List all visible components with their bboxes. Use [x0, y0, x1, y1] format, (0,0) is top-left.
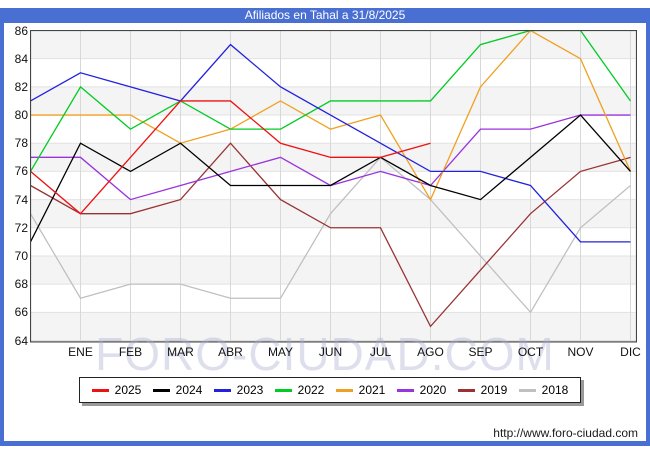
grid-band — [30, 30, 636, 59]
x-tick-label-AGO: AGO — [417, 345, 444, 359]
grid-band — [30, 312, 636, 341]
legend-item-2022: 2022 — [274, 383, 325, 397]
legend-swatch-2018 — [518, 388, 536, 392]
series-line-2018 — [30, 156, 631, 314]
legend-item-2024: 2024 — [152, 383, 203, 397]
x-tick-label-MAY: MAY — [267, 345, 294, 359]
legend-swatch-2020 — [396, 388, 414, 392]
legend-swatch-2023 — [213, 388, 231, 392]
title-bar: Afiliados en Tahal a 31/8/2025 — [0, 8, 650, 23]
y-tick-label: 72 — [14, 220, 28, 235]
x-tick-label-MAR: MAR — [167, 345, 194, 359]
watermark: FORO-CIUDAD.COM — [95, 328, 555, 380]
legend-item-2021: 2021 — [335, 383, 386, 397]
x-tick-label-OCT: OCT — [517, 345, 544, 359]
legend-label-2020: 2020 — [419, 383, 447, 397]
x-tick-label-NOV: NOV — [567, 345, 594, 359]
legend-label-2023: 2023 — [236, 383, 264, 397]
legend-label-2022: 2022 — [297, 383, 325, 397]
x-tick-label-SEP: SEP — [468, 345, 493, 359]
legend-item-2020: 2020 — [396, 383, 447, 397]
legend-label-2024: 2024 — [175, 383, 203, 397]
y-tick-label: 82 — [14, 79, 28, 94]
y-tick-label: 70 — [14, 248, 28, 263]
y-tick-label: 78 — [14, 136, 28, 151]
x-tick-label-ABR: ABR — [218, 345, 243, 359]
legend-item-2025: 2025 — [91, 383, 142, 397]
legend-label-2018: 2018 — [541, 383, 569, 397]
x-tick-label-JUL: JUL — [369, 345, 392, 359]
legend-item-2023: 2023 — [213, 383, 264, 397]
y-tick-label: 64 — [14, 333, 28, 348]
legend-box: 2025 2024 2023 2022 2021 2020 2019 2018 — [79, 377, 581, 403]
legend-swatch-2019 — [457, 388, 475, 392]
legend-label-2019: 2019 — [480, 383, 508, 397]
footer-url-link[interactable]: http://www.foro-ciudad.com — [493, 426, 638, 440]
legend-swatch-2022 — [274, 388, 292, 392]
x-tick-label-JUN: JUN — [318, 345, 343, 359]
series-line-2019 — [30, 142, 631, 328]
x-tick-label-DIC: DIC — [620, 345, 641, 359]
line-chart — [30, 30, 637, 343]
legend-swatch-2021 — [335, 388, 353, 392]
y-tick-label: 80 — [14, 108, 28, 123]
x-tick-label-ENE: ENE — [68, 345, 93, 359]
legend-item-2019: 2019 — [457, 383, 508, 397]
grid-band — [30, 255, 636, 285]
series-line-2023 — [30, 43, 631, 243]
legend-label-2025: 2025 — [114, 383, 142, 397]
series-line-2024 — [30, 114, 631, 243]
legend-swatch-2025 — [91, 388, 109, 392]
series-line-2025 — [30, 100, 431, 215]
y-tick-label: 76 — [14, 164, 28, 179]
legend-swatch-2024 — [152, 388, 170, 392]
y-tick-label: 84 — [14, 51, 28, 66]
plot-border — [30, 30, 637, 343]
legend-label-2021: 2021 — [358, 383, 386, 397]
y-tick-label: 86 — [14, 23, 28, 38]
page-title: Afiliados en Tahal a 31/8/2025 — [244, 8, 406, 22]
legend-item-2018: 2018 — [518, 383, 569, 397]
x-tick-label-FEB: FEB — [118, 345, 143, 359]
y-tick-label: 68 — [14, 277, 28, 292]
y-tick-label: 74 — [14, 192, 28, 207]
y-tick-label: 66 — [14, 305, 28, 320]
